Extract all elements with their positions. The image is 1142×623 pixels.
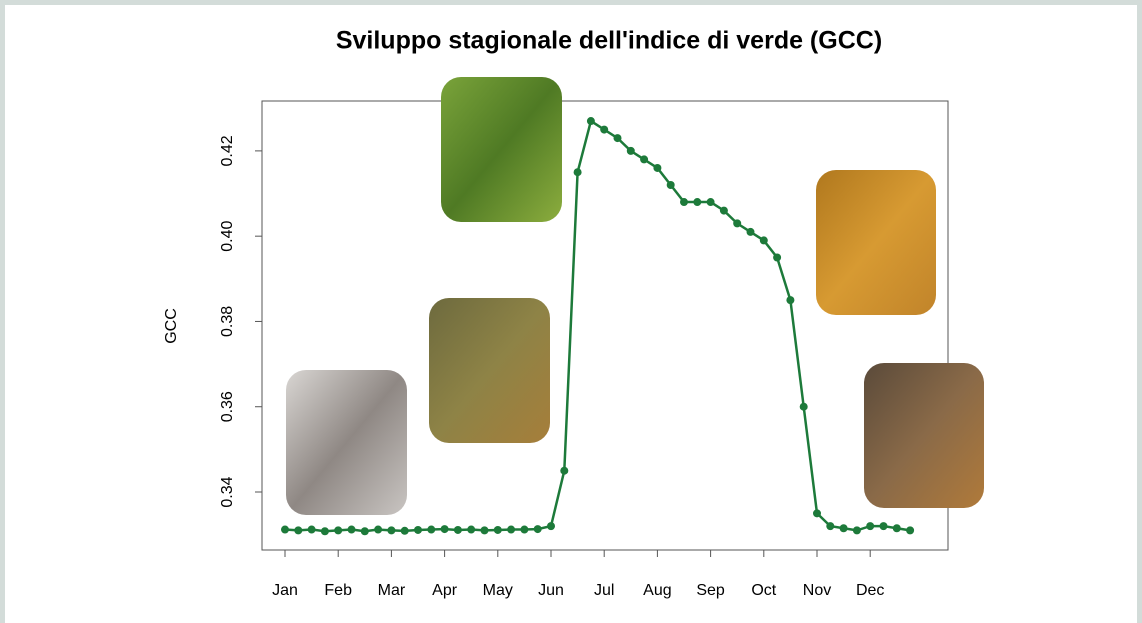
y-tick-label: 0.40 [219,220,236,251]
gcc-point [414,526,422,534]
gcc-point [467,526,475,534]
gcc-point [826,522,834,530]
x-tick-label: Oct [751,582,776,599]
x-tick-label: Nov [803,582,831,599]
gcc-point [334,526,342,534]
y-tick-label: 0.36 [219,391,236,422]
gcc-point [893,524,901,532]
gcc-point [534,525,542,533]
gcc-point [574,168,582,176]
gcc-point [853,526,861,534]
gcc-point [507,526,515,534]
gcc-point [813,509,821,517]
x-tick-label: May [483,582,513,599]
gcc-point [653,164,661,172]
y-tick-label: 0.38 [219,306,236,337]
gcc-point [747,228,755,236]
x-tick-label: Sep [696,582,725,599]
gcc-point [627,147,635,155]
gcc-point [880,522,888,530]
gcc-point [281,526,289,534]
gcc-point [560,467,568,475]
gcc-point [401,527,409,535]
gcc-point [866,522,874,530]
gcc-point [680,198,688,206]
x-tick-label: Mar [378,582,406,599]
gcc-point [427,526,435,534]
gcc-point [361,527,369,535]
gcc-point [454,526,462,534]
photo-summer [441,77,562,222]
x-tick-label: Apr [432,582,458,599]
gcc-point [786,296,794,304]
x-tick-label: Feb [324,582,352,599]
gcc-point [906,526,914,534]
x-tick-label: Jun [538,582,564,599]
gcc-point [481,526,489,534]
gcc-point [733,219,741,227]
gcc-point [693,198,701,206]
photo-autumn [816,170,936,315]
gcc-point [308,526,316,534]
gcc-point [348,526,356,534]
gcc-point [720,207,728,215]
gcc-point [600,126,608,134]
chart-title: Sviluppo stagionale dell'indice di verde… [336,27,882,55]
gcc-point [760,236,768,244]
y-tick-label: 0.34 [219,476,236,507]
x-tick-label: Jan [272,582,298,599]
gcc-point [387,526,395,534]
gcc-point [800,403,808,411]
photo-late-autumn [864,363,984,508]
gcc-point [640,155,648,163]
gcc-point [374,526,382,534]
gcc-point [494,526,502,534]
gcc-point [520,526,528,534]
gcc-point [667,181,675,189]
gcc-point [587,117,595,125]
y-tick-label: 0.42 [219,135,236,166]
gcc-point [707,198,715,206]
gcc-point [773,253,781,261]
chart: Sviluppo stagionale dell'indice di verde… [0,0,1142,623]
gcc-point [294,526,302,534]
y-axis-label: GCC [163,308,180,344]
x-tick-label: Aug [643,582,671,599]
gcc-point [547,522,555,530]
gcc-point [321,527,329,535]
x-tick-label: Jul [594,582,614,599]
photo-winter [286,370,407,515]
gcc-point [614,134,622,142]
gcc-point [441,525,449,533]
photo-spring [429,298,550,443]
x-tick-label: Dec [856,582,884,599]
gcc-point [840,524,848,532]
